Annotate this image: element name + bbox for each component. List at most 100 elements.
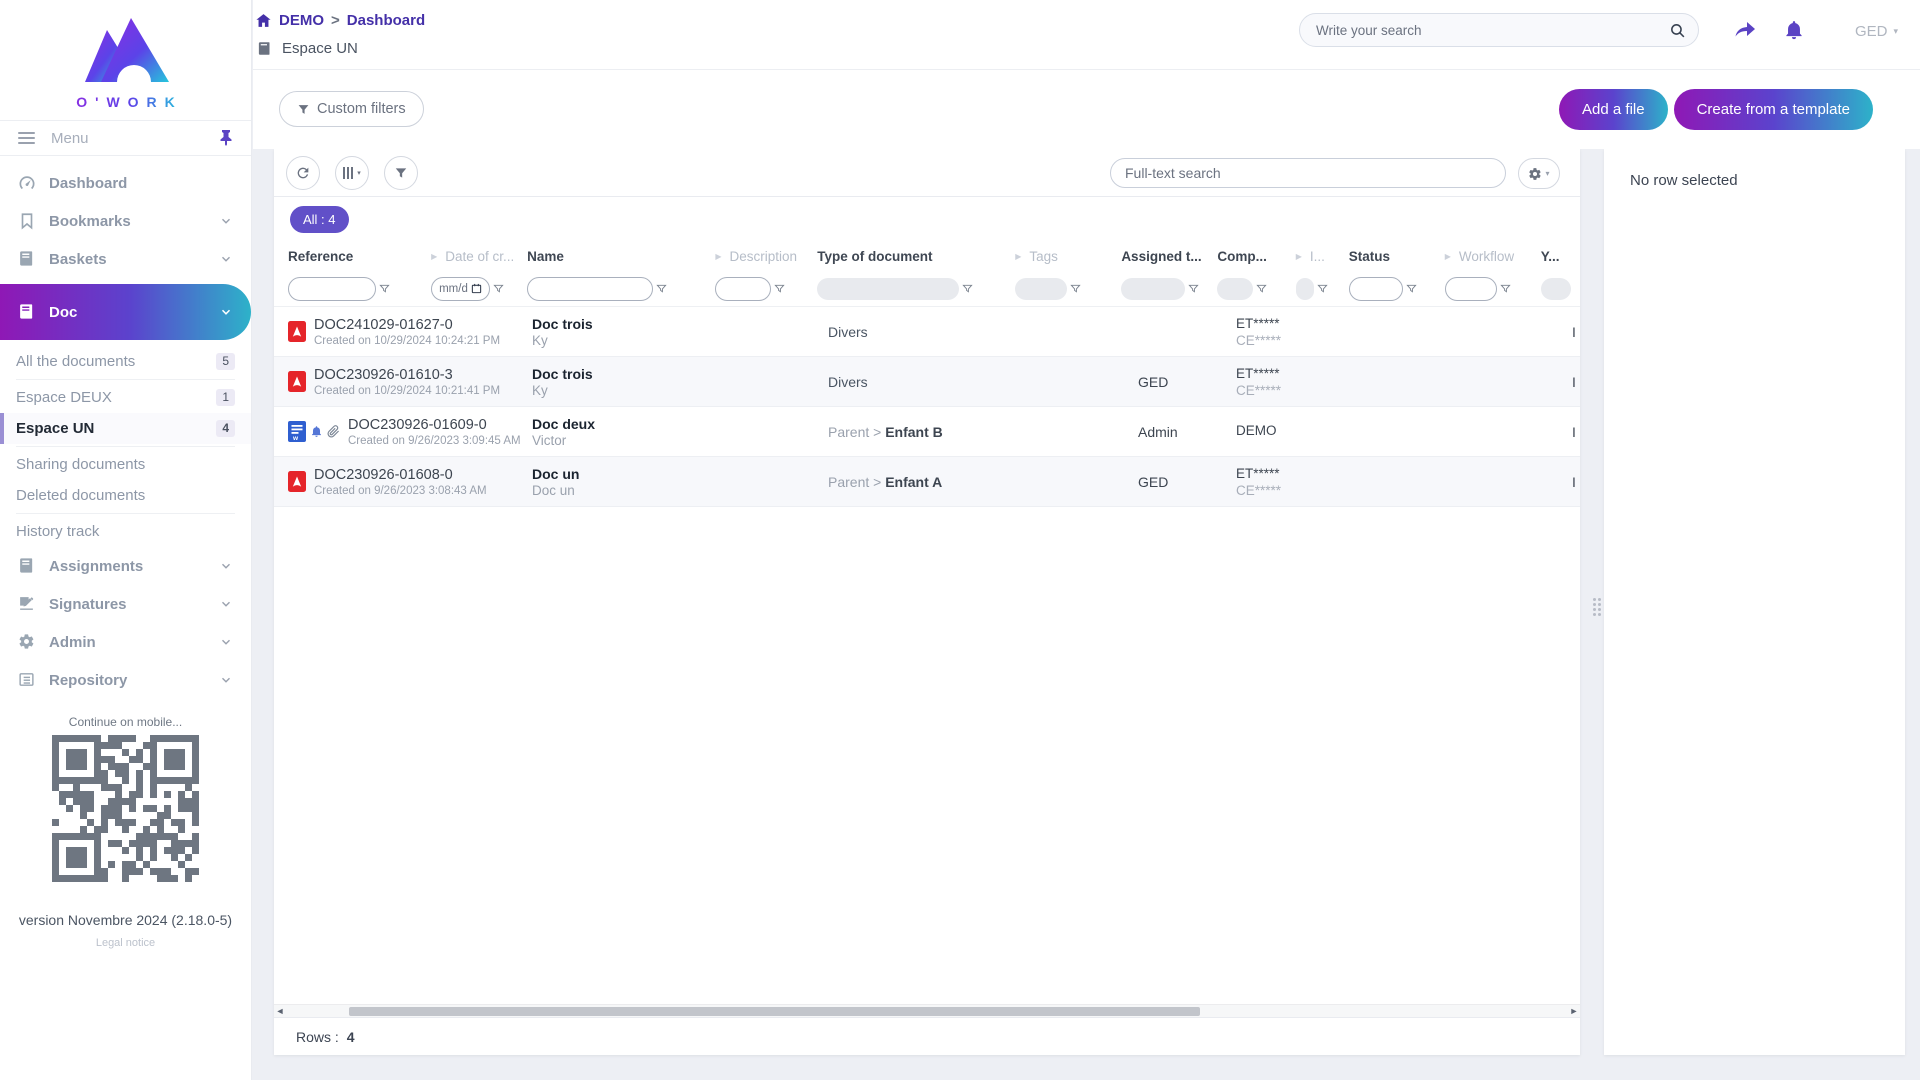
sidebar-item-repository[interactable]: Repository — [0, 661, 251, 699]
sidebar-item-bookmarks[interactable]: Bookmarks — [0, 202, 251, 240]
sidebar-subitem-sharing-documents[interactable]: Sharing documents — [16, 456, 146, 473]
filter-funnel-icon — [297, 103, 310, 116]
column-header-assigned[interactable]: Assigned t... — [1121, 248, 1202, 264]
no-row-selected-text: No row selected — [1630, 172, 1738, 189]
sidebar-item-label: Admin — [49, 633, 96, 651]
document-subname: Ky — [532, 382, 548, 398]
create-template-button[interactable]: Create from a template — [1673, 88, 1873, 130]
custom-filters-button[interactable]: Custom filters — [279, 91, 424, 127]
document-company: ET***** CE***** — [1236, 315, 1282, 348]
user-menu[interactable]: GED ▾ — [1855, 21, 1898, 40]
horizontal-scrollbar[interactable]: ◄ ► — [274, 1004, 1580, 1017]
sidebar-item-signatures[interactable]: Signatures — [0, 585, 251, 623]
clipped-column-text: I — [1572, 423, 1576, 440]
global-search[interactable] — [1298, 13, 1699, 47]
sidebar-subitem-espace-deux[interactable]: Espace DEUX 1 — [0, 382, 251, 413]
breadcrumb-current[interactable]: Dashboard — [346, 12, 426, 29]
sidebar-item-assignments[interactable]: Assignments — [0, 547, 251, 585]
funnel-icon[interactable] — [1256, 283, 1267, 294]
bell-icon — [310, 425, 323, 438]
filter-funnel-icon — [394, 166, 408, 180]
qr-code — [52, 735, 199, 882]
scroll-left-icon[interactable]: ◄ — [275, 1006, 285, 1016]
funnel-icon[interactable] — [774, 283, 785, 294]
funnel-icon[interactable] — [1317, 283, 1328, 294]
funnel-icon[interactable] — [1500, 283, 1511, 294]
filter-button[interactable] — [384, 155, 418, 190]
columns-button[interactable]: ▾ — [335, 155, 369, 190]
scrollbar-thumb[interactable] — [349, 1006, 1200, 1016]
funnel-icon[interactable] — [1070, 283, 1081, 294]
filter-input-reference[interactable] — [288, 276, 376, 301]
breadcrumb-home[interactable]: DEMO — [279, 12, 324, 29]
sidebar: O'WORK Menu Dashboard Bookmarks — [0, 0, 252, 1080]
funnel-icon[interactable] — [1188, 283, 1199, 294]
header-right-cluster: GED ▾ — [1298, 13, 1898, 47]
column-header-i[interactable]: ▶ I... — [1295, 248, 1325, 264]
paperclip-icon — [327, 425, 340, 438]
column-header-status[interactable]: Status — [1348, 248, 1390, 264]
funnel-icon[interactable] — [379, 283, 390, 294]
filter-input-status[interactable] — [1348, 276, 1403, 301]
filter-input-date[interactable]: mm/d — [431, 276, 490, 301]
sidebar-item-doc[interactable]: Doc — [0, 284, 251, 340]
sidebar-subitem-deleted-documents[interactable]: Deleted documents — [16, 487, 146, 504]
pdf-icon — [288, 471, 306, 492]
funnel-icon[interactable] — [656, 283, 667, 294]
column-header-company[interactable]: Comp... — [1217, 248, 1267, 264]
menu-label: Menu — [51, 129, 89, 147]
legal-notice-link[interactable]: Legal notice — [95, 937, 156, 949]
bookmark-icon — [18, 212, 36, 230]
sidebar-subitem-history-track[interactable]: History track — [16, 523, 100, 540]
column-header-description[interactable]: ▶ Description — [715, 248, 797, 264]
column-header-y[interactable]: Y... — [1540, 248, 1560, 264]
sidebar-item-dashboard[interactable]: Dashboard — [0, 164, 251, 202]
table-row[interactable]: DOC241029-01627-0 Created on 10/29/2024 … — [274, 307, 1580, 357]
search-icon[interactable] — [1669, 22, 1686, 39]
column-header-reference[interactable]: Reference — [288, 248, 354, 264]
sidebar-menu-row[interactable]: Menu — [0, 120, 251, 156]
table-settings-button[interactable]: ▾ — [1518, 158, 1560, 189]
sidebar-subitem-all-documents[interactable]: All the documents 5 — [0, 346, 251, 377]
document-name: Doc trois — [532, 365, 593, 382]
table-row[interactable]: DOC230926-01608-0 Created on 9/26/2023 3… — [274, 457, 1580, 507]
fulltext-search-input[interactable] — [1110, 158, 1506, 188]
scroll-right-icon[interactable]: ► — [1569, 1006, 1579, 1016]
word-icon: w — [288, 421, 306, 442]
refresh-button[interactable] — [286, 155, 320, 190]
filter-input-description[interactable] — [715, 276, 772, 301]
sidebar-item-admin[interactable]: Admin — [0, 623, 251, 661]
column-header-date[interactable]: ▶ Date of cr... — [431, 248, 515, 264]
document-type: Parent > Enfant A — [828, 473, 943, 490]
share-icon[interactable] — [1733, 18, 1757, 42]
funnel-icon[interactable] — [1406, 283, 1417, 294]
panel-resize-handle[interactable] — [1593, 598, 1601, 616]
global-search-input[interactable] — [1315, 22, 1669, 38]
sidebar-item-baskets[interactable]: Baskets — [0, 240, 251, 278]
column-header-workflow[interactable]: ▶ Workflow — [1444, 248, 1515, 264]
hamburger-icon[interactable] — [18, 132, 35, 144]
document-reference: DOC230926-01608-0 — [314, 466, 453, 483]
chevron-down-icon — [219, 214, 233, 228]
all-tab-badge[interactable]: All : 4 — [290, 205, 349, 233]
column-header-tags[interactable]: ▶ Tags — [1015, 248, 1058, 264]
filter-input-workflow[interactable] — [1444, 276, 1497, 301]
sidebar-item-label: Repository — [49, 671, 128, 689]
header-top-row: DEMO > Dashboard Espace UN — [253, 0, 1920, 70]
count-badge: 4 — [216, 420, 235, 437]
sidebar-item-label: Doc — [49, 303, 78, 321]
sidebar-subitem-espace-un[interactable]: Espace UN 4 — [0, 413, 251, 444]
table-row[interactable]: w DOC230926-01609-0 Created on 9/26/2023… — [274, 407, 1580, 457]
add-file-button[interactable]: Add a file — [1559, 88, 1668, 130]
column-header-type[interactable]: Type of document — [817, 248, 933, 264]
column-header-name[interactable]: Name — [527, 248, 564, 264]
funnel-icon[interactable] — [962, 283, 973, 294]
sort-arrow-icon: ▶ — [1015, 251, 1022, 261]
filter-input-name[interactable] — [527, 276, 654, 301]
table-row[interactable]: DOC230926-01610-3 Created on 10/29/2024 … — [274, 357, 1580, 407]
home-icon[interactable] — [255, 12, 272, 29]
pin-icon[interactable] — [219, 130, 233, 146]
bell-icon[interactable] — [1783, 19, 1805, 41]
chevron-down-icon — [219, 635, 233, 649]
funnel-icon[interactable] — [493, 283, 504, 294]
